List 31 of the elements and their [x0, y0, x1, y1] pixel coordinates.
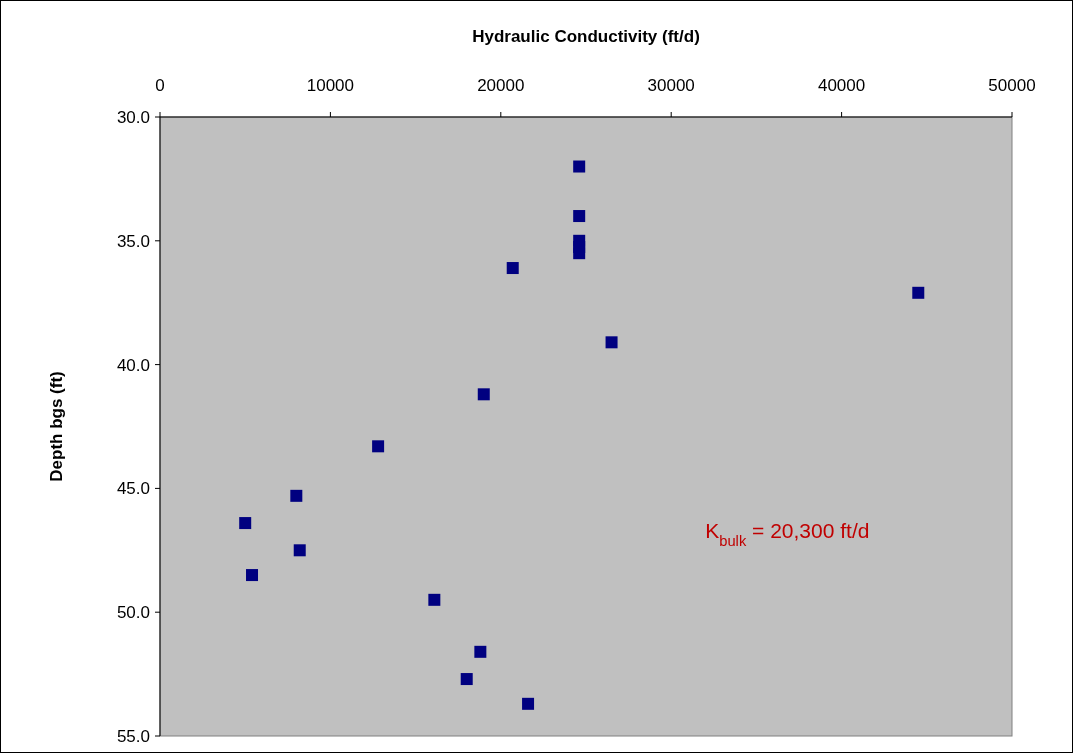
point: [605, 336, 618, 349]
x-axis-title: Hydraulic Conductivity (ft/d): [472, 27, 700, 46]
y-tick-label: 35.0: [116, 231, 150, 251]
point: [293, 544, 306, 557]
point: [522, 697, 535, 710]
x-tick-label: 0: [155, 76, 165, 95]
point: [573, 210, 586, 223]
point: [573, 247, 586, 260]
x-tick-label: 20000: [477, 76, 525, 95]
x-tick-label: 30000: [647, 76, 695, 95]
point: [428, 593, 441, 606]
y-axis-title: Depth bgs (ft): [47, 371, 66, 482]
y-tick-label: 40.0: [116, 355, 150, 375]
point: [372, 440, 385, 453]
point: [239, 517, 252, 530]
y-tick-label: 55.0: [116, 726, 150, 746]
point: [460, 673, 473, 686]
point: [290, 489, 303, 502]
point: [477, 388, 490, 401]
x-tick-label: 50000: [988, 76, 1036, 95]
x-tick-label: 40000: [817, 76, 866, 95]
y-tick-label: 30.0: [116, 107, 150, 127]
point: [246, 569, 259, 582]
point: [474, 645, 487, 658]
point: [573, 160, 586, 173]
y-tick-label: 45.0: [116, 479, 150, 499]
annotation: K$_{bulk}$ = 20,300 ft/d: [705, 518, 870, 549]
x-tick-label: 10000: [306, 76, 355, 95]
y-tick-label: 50.0: [116, 603, 150, 623]
point: [912, 286, 925, 299]
point: [506, 262, 519, 275]
